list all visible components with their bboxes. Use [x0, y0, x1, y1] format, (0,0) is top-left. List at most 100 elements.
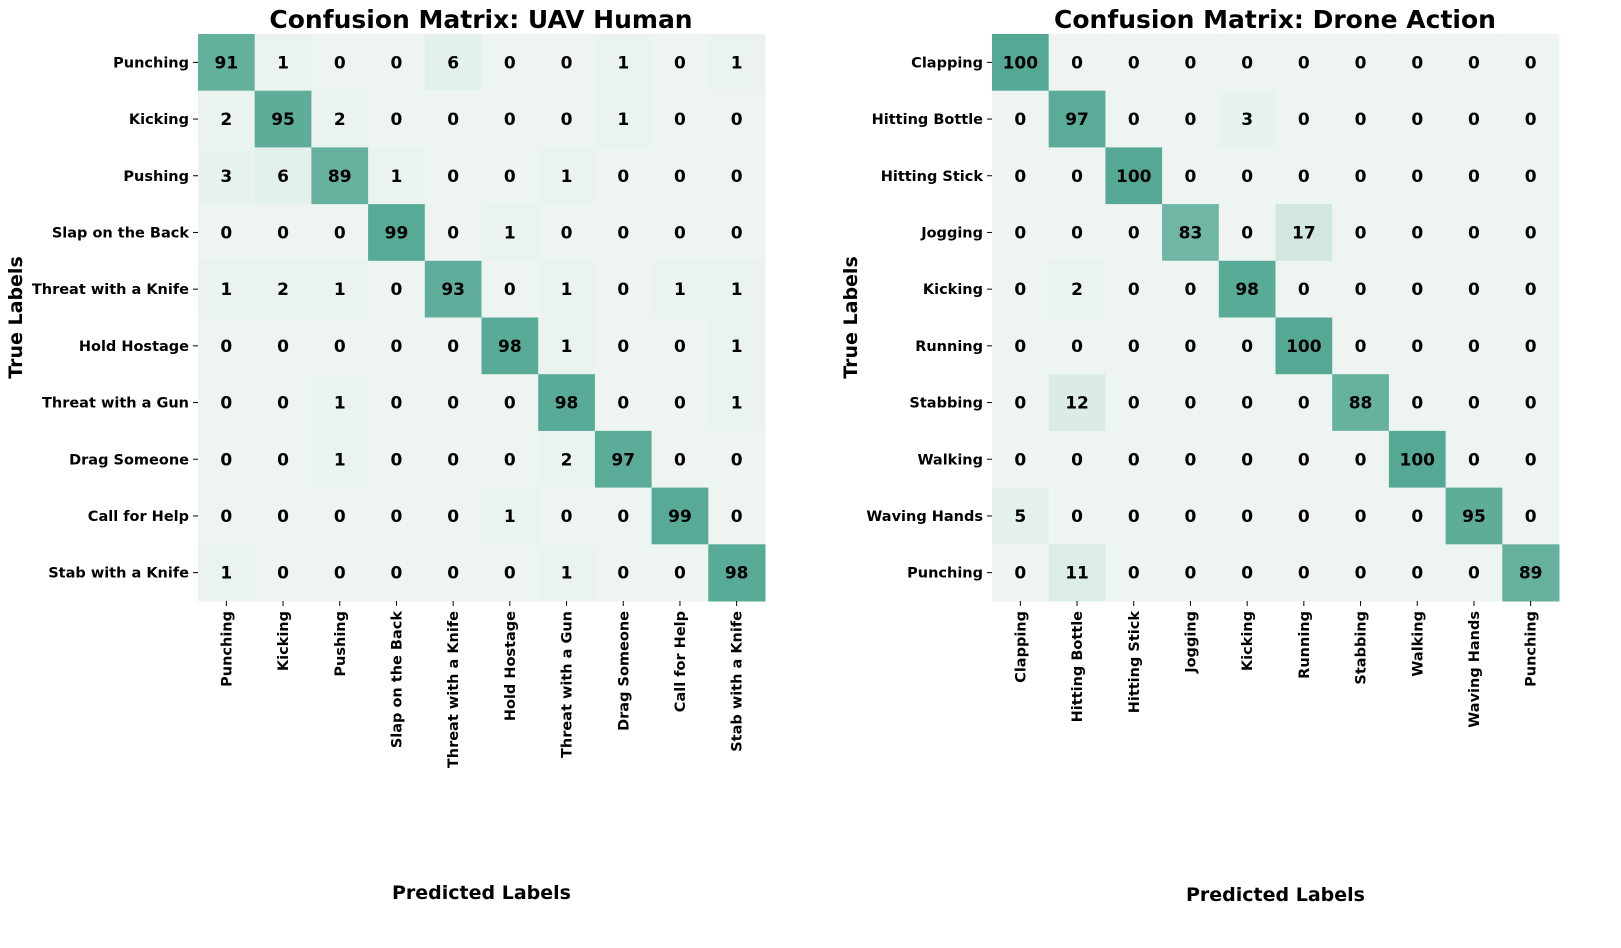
heatmap-cell — [1162, 260, 1220, 318]
heatmap-cell — [1048, 487, 1106, 545]
cell-value-label: 1 — [220, 564, 232, 584]
heatmap-cell — [311, 260, 369, 318]
cell-value-label: 93 — [441, 280, 465, 300]
heatmap-cell — [1105, 487, 1163, 545]
heatmap-cell — [1502, 374, 1560, 432]
cell-value-label: 0 — [1298, 280, 1310, 300]
heatmap-cell — [1502, 544, 1560, 602]
heatmap-cell — [651, 374, 709, 432]
y-tick-label: Threat with a Gun — [42, 396, 189, 412]
cell-value-label: 0 — [1241, 394, 1253, 414]
cell-value-label: 0 — [1411, 167, 1423, 187]
chart-title: Confusion Matrix: UAV Human — [269, 5, 692, 34]
cell-value-label: 0 — [1525, 110, 1537, 130]
cell-value-label: 0 — [1014, 337, 1026, 357]
cell-value-label: 98 — [725, 564, 749, 584]
heatmap-cell — [368, 204, 426, 262]
cell-value-label: 0 — [1128, 450, 1140, 470]
x-tick-label: Threat with a Gun — [560, 611, 576, 758]
heatmap-cell — [1445, 34, 1503, 92]
cell-value-label: 1 — [220, 280, 232, 300]
cell-value-label: 0 — [1525, 394, 1537, 414]
heatmap-cell — [481, 374, 539, 432]
cell-value-label: 0 — [1525, 337, 1537, 357]
cell-value-label: 0 — [1185, 110, 1197, 130]
heatmap-cell — [538, 204, 596, 262]
cell-value-label: 0 — [1128, 507, 1140, 527]
heatmap-cell — [254, 260, 312, 318]
heatmap-cell — [198, 260, 256, 318]
cell-value-label: 89 — [328, 167, 352, 187]
cell-value-label: 12 — [1065, 394, 1089, 414]
heatmap-cell — [481, 147, 539, 205]
cell-value-label: 0 — [277, 394, 289, 414]
cell-value-label: 0 — [1241, 167, 1253, 187]
cell-value-label: 0 — [1128, 337, 1140, 357]
y-tick-label: Running — [915, 339, 983, 355]
heatmap-cell — [1445, 147, 1503, 205]
heatmap-cell — [1275, 204, 1333, 262]
cell-value-label: 0 — [731, 167, 743, 187]
heatmap-cell — [594, 204, 653, 262]
heatmap-cell — [481, 204, 539, 262]
y-tick-label: Hold Hostage — [79, 339, 189, 355]
cell-value-label: 1 — [277, 53, 289, 73]
cell-value-label: 0 — [277, 507, 289, 527]
cell-value-label: 0 — [334, 507, 346, 527]
cell-value-label: 0 — [334, 564, 346, 584]
heatmap-cell — [651, 317, 709, 375]
heatmap-cell — [1105, 147, 1163, 205]
cell-value-label: 0 — [277, 450, 289, 470]
heatmap-cell — [1388, 430, 1447, 489]
cell-value-label: 100 — [1286, 337, 1322, 357]
cell-value-label: 0 — [1411, 564, 1423, 584]
heatmap-cell — [594, 34, 653, 92]
heatmap-cell — [1162, 374, 1220, 432]
cell-value-label: 0 — [731, 110, 743, 130]
heatmap-cell — [1162, 487, 1220, 545]
cell-value-label: 0 — [504, 53, 516, 73]
heatmap-cell — [1445, 204, 1503, 262]
heatmap-cell — [992, 544, 1050, 602]
cell-value-label: 0 — [1128, 223, 1140, 243]
cell-value-label: 0 — [1468, 564, 1480, 584]
cell-value-label: 97 — [611, 450, 635, 470]
heatmap-cell — [1502, 260, 1560, 318]
cell-value-label: 0 — [1128, 280, 1140, 300]
heatmap-cell — [198, 204, 256, 262]
cell-value-label: 0 — [504, 280, 516, 300]
cell-value-label: 6 — [447, 53, 459, 73]
heatmap-cell — [1275, 544, 1333, 602]
cell-value-label: 0 — [1071, 337, 1083, 357]
heatmap-cell — [1162, 147, 1220, 205]
cell-value-label: 0 — [1298, 564, 1310, 584]
heatmap-cell — [1048, 34, 1106, 92]
heatmap-cell — [424, 430, 482, 489]
y-tick-label: Walking — [917, 452, 983, 468]
cell-value-label: 89 — [1519, 564, 1543, 584]
x-tick-label: Kicking — [1240, 611, 1256, 671]
cell-value-label: 0 — [447, 394, 459, 414]
heatmap-cell — [198, 430, 256, 489]
cell-value-label: 0 — [277, 337, 289, 357]
heatmap-cell — [1275, 34, 1333, 92]
cell-value-label: 0 — [220, 450, 232, 470]
cell-value-label: 0 — [1298, 394, 1310, 414]
cell-value-label: 0 — [1355, 53, 1367, 73]
cell-value-label: 98 — [555, 394, 579, 414]
heatmap-cell — [1105, 260, 1163, 318]
cell-value-label: 0 — [504, 110, 516, 130]
chart-title: Confusion Matrix: Drone Action — [1054, 5, 1496, 34]
heatmap-cell — [1388, 317, 1447, 375]
cell-value-label: 95 — [271, 110, 295, 130]
x-tick-label: Waving Hands — [1467, 611, 1483, 728]
heatmap-cell — [368, 34, 426, 92]
cell-value-label: 0 — [1355, 223, 1367, 243]
x-tick-label: Jogging — [1183, 611, 1199, 674]
heatmap-cell — [992, 430, 1050, 489]
cell-value-label: 0 — [1071, 223, 1083, 243]
cell-value-label: 0 — [1355, 337, 1367, 357]
cell-value-label: 0 — [674, 110, 686, 130]
heatmap-cell — [481, 34, 539, 92]
heatmap-cell — [1162, 430, 1220, 489]
